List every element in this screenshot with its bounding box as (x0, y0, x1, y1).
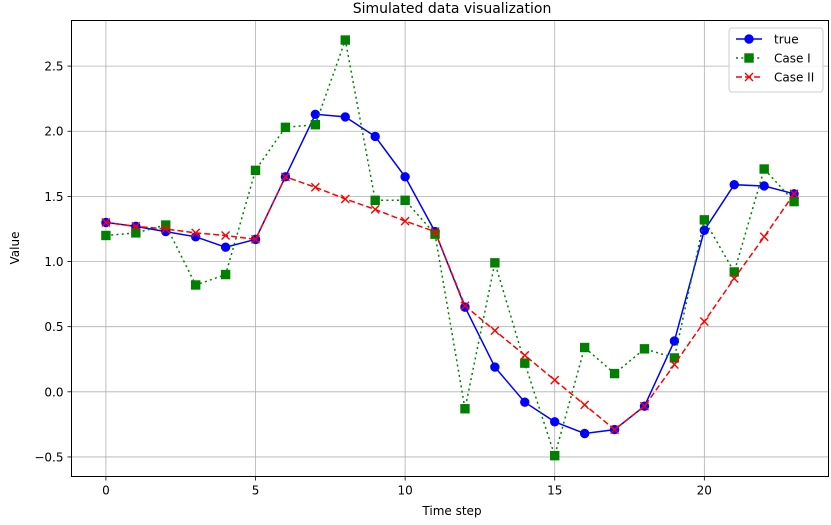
data-point-case-ii (340, 194, 350, 204)
y-axis-label: Value (8, 232, 22, 265)
data-point-case-i (430, 229, 440, 239)
y-tick-label: 1.0 (44, 255, 63, 269)
data-point-case-i (340, 35, 350, 45)
data-point-true (579, 428, 590, 439)
series-case-i (101, 35, 799, 461)
data-point-true (520, 397, 530, 407)
legend-label-true: true (774, 33, 799, 47)
data-point-true (460, 302, 470, 312)
y-tick-label: −0.5 (34, 450, 63, 464)
data-point-case-i (759, 164, 769, 174)
legend-label-case-i: Case I (774, 52, 811, 66)
data-point-case-ii (161, 224, 171, 234)
legend-box (728, 27, 824, 93)
series-case-ii (101, 172, 799, 435)
data-point-case-i (520, 358, 530, 368)
series-line-case-i (105, 37, 795, 459)
series-line-case-ii (105, 175, 795, 431)
data-point-case-ii (251, 234, 261, 244)
legend: true Case I Case II (728, 27, 824, 93)
data-point-case-ii (490, 326, 500, 336)
data-point-case-ii (101, 217, 111, 227)
data-point-case-i (579, 342, 590, 353)
data-point-case-ii (789, 189, 799, 199)
chart-title: Simulated data visualization (353, 1, 552, 17)
y-tick-label: 2.0 (44, 125, 63, 139)
data-point-case-i (190, 280, 201, 290)
data-point-case-ii (580, 400, 590, 410)
grid (71, 20, 829, 477)
plot-frame (71, 20, 829, 477)
legend-marker-case-i (744, 53, 754, 63)
y-tick-label: 0.5 (44, 320, 63, 334)
data-point-case-i (639, 344, 650, 354)
data-point-true (759, 181, 769, 191)
data-point-case-i (550, 450, 560, 461)
data-point-true (220, 242, 231, 252)
data-point-case-i (490, 258, 500, 268)
data-point-case-i (280, 122, 291, 133)
x-tick-label: 10 (397, 484, 412, 498)
data-point-case-ii (610, 425, 620, 435)
y-tick-label: 1.5 (44, 190, 63, 204)
data-point-case-ii (550, 375, 560, 385)
data-point-case-ii (460, 301, 470, 311)
data-point-case-i (101, 230, 111, 241)
data-point-case-ii (280, 172, 290, 182)
data-point-case-ii (191, 228, 201, 238)
data-point-case-ii (699, 316, 709, 326)
data-point-true (400, 172, 410, 182)
data-point-case-i (370, 195, 380, 205)
data-point-true (550, 417, 560, 427)
legend-label-case-ii: Case II (774, 71, 814, 85)
y-tick-label: 0.0 (44, 385, 63, 399)
data-point-true (669, 336, 680, 346)
data-point-true (340, 112, 350, 122)
data-point-case-ii (520, 350, 530, 360)
legend-marker-true (744, 34, 754, 44)
series-layer (101, 35, 799, 461)
data-point-case-i (699, 215, 710, 225)
legend-marker-case-ii (744, 72, 754, 82)
x-axis-label: Time step (421, 504, 481, 518)
data-point-true (699, 225, 710, 235)
data-point-case-ii (430, 227, 440, 237)
data-point-case-i (220, 269, 231, 280)
data-point-case-ii (639, 401, 649, 411)
data-point-case-ii (370, 204, 380, 214)
data-point-case-ii (759, 232, 769, 242)
x-tick-label: 5 (252, 484, 260, 498)
x-tick-label: 15 (547, 484, 562, 498)
data-point-case-ii (729, 273, 739, 283)
data-point-case-ii (310, 182, 320, 192)
data-point-case-ii (669, 359, 679, 369)
y-tick-label: 2.5 (44, 60, 63, 74)
x-tick-label: 0 (102, 484, 110, 498)
x-tick-label: 20 (697, 484, 712, 498)
data-point-case-ii (131, 221, 141, 231)
data-point-case-i (789, 196, 799, 207)
data-point-true (370, 131, 380, 142)
data-point-true (490, 362, 500, 372)
data-point-case-i (460, 404, 470, 414)
data-point-case-i (609, 368, 620, 379)
data-point-case-ii (221, 230, 231, 240)
data-point-true (729, 179, 739, 190)
data-point-case-i (310, 120, 321, 130)
data-point-case-i (400, 195, 410, 205)
data-point-case-i (250, 165, 261, 176)
data-point-case-ii (400, 216, 410, 226)
axis-ticks: 0 5 10 15 20 −0.5 0.0 0.5 1.0 1.5 2.0 2.5 (34, 60, 712, 498)
data-point-case-i (131, 228, 141, 238)
